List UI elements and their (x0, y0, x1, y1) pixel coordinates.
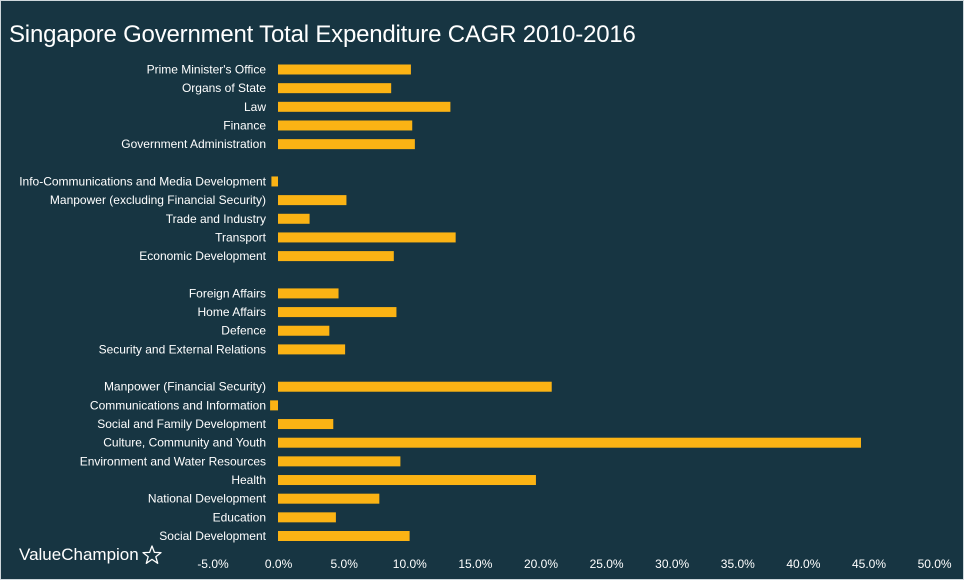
bar (278, 139, 415, 150)
star-outline-icon (142, 545, 162, 564)
x-tick-label: 50.0% (918, 557, 952, 571)
bar (278, 325, 330, 336)
bar (278, 531, 410, 541)
category-label: Government Administration (121, 137, 266, 151)
category-label: Law (244, 100, 266, 114)
bar (278, 307, 397, 318)
bar (278, 101, 451, 112)
category-label: Organs of State (182, 81, 266, 95)
category-label: Social and Family Development (97, 417, 266, 431)
bar (278, 344, 346, 355)
category-label: Communications and Information (90, 398, 266, 412)
bar (278, 195, 347, 206)
bar (278, 419, 334, 430)
x-tick-label: 35.0% (721, 557, 755, 571)
bar (278, 456, 401, 467)
category-labels: Prime Minister's Office Organs of State La… (19, 63, 266, 544)
brand-name: ValueChampion (19, 545, 139, 564)
brand-logo: ValueChampion (19, 545, 162, 565)
bar (278, 475, 536, 486)
bar (278, 64, 411, 75)
category-label: Social Development (159, 529, 266, 543)
category-label: Trade and Industry (166, 212, 266, 226)
bar (271, 176, 278, 187)
x-tick-label: 45.0% (852, 557, 886, 571)
category-label: Health (231, 473, 266, 487)
x-tick-label: 10.0% (393, 557, 427, 571)
category-label: Info-Communications and Media Developmen… (19, 174, 266, 188)
category-label: Culture, Community and Youth (103, 436, 266, 450)
category-label: Security and External Relations (99, 342, 266, 356)
bar (278, 381, 552, 392)
x-tick-label: 0.0% (265, 557, 293, 571)
bar (278, 288, 339, 299)
category-label: Education (213, 510, 266, 524)
category-label: Prime Minister's Office (147, 63, 267, 77)
x-axis-ticks: -5.0% 0.0% 5.0% 10.0% 15.0% 20.0% 25.0% 30.0% 35… (197, 557, 952, 571)
x-tick-label: 15.0% (458, 557, 492, 571)
bar (278, 83, 392, 94)
x-tick-label: 25.0% (590, 557, 624, 571)
category-label: Environment and Water Resources (80, 454, 266, 468)
bar (278, 251, 394, 262)
x-tick-label: 5.0% (331, 557, 359, 571)
bar (278, 512, 336, 523)
category-label: Manpower (excluding Financial Security) (50, 193, 266, 207)
category-label: Defence (221, 324, 266, 338)
bar (278, 213, 310, 224)
x-tick-label: -5.0% (197, 557, 229, 571)
bar (270, 400, 278, 411)
x-tick-label: 40.0% (786, 557, 820, 571)
category-label: Transport (215, 230, 267, 244)
bar (278, 437, 861, 448)
bars-group (270, 64, 861, 541)
bar (278, 493, 380, 504)
category-label: Home Affairs (198, 305, 266, 319)
chart-title: Singapore Government Total Expenditure C… (9, 21, 636, 48)
x-tick-label: 30.0% (655, 557, 689, 571)
bar (278, 120, 413, 131)
bar (278, 232, 456, 243)
category-label: Economic Development (139, 249, 266, 263)
category-label: Finance (223, 118, 266, 132)
x-tick-label: 20.0% (524, 557, 558, 571)
category-label: National Development (148, 492, 267, 506)
category-label: Foreign Affairs (189, 286, 266, 300)
category-label: Manpower (Financial Security) (104, 380, 266, 394)
